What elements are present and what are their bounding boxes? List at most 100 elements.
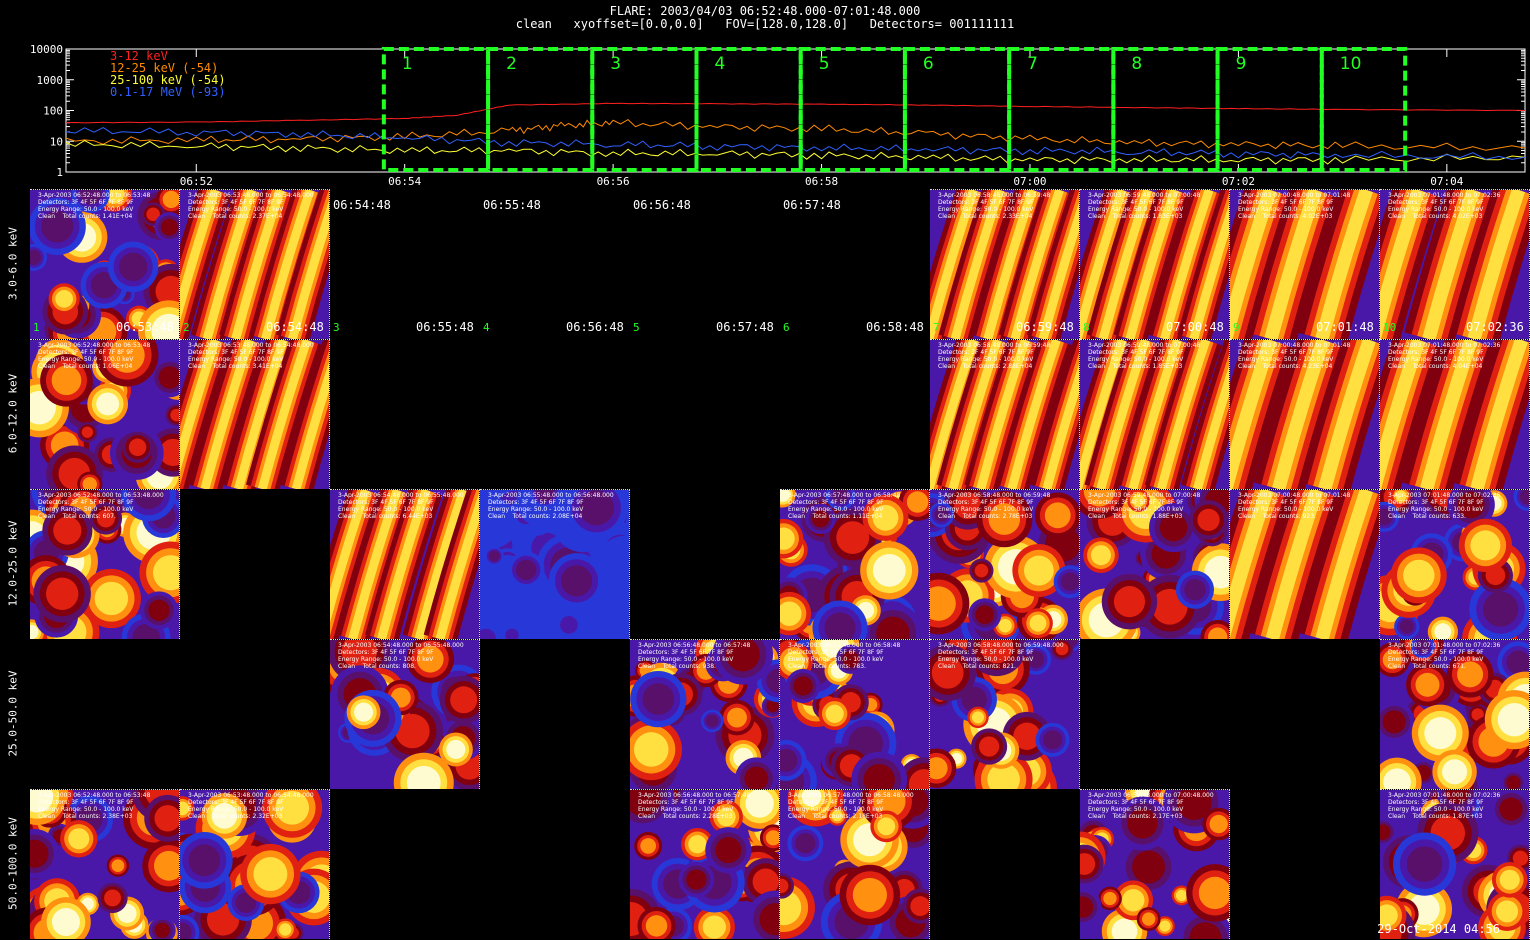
- interval-box: [1007, 47, 1116, 172]
- image-header-det: Detectors: 3F 4F 5F 6F 7F 8F 9F: [188, 799, 284, 806]
- image-header-det: Detectors: 3F 4F 5F 6F 7F 8F 9F: [188, 349, 284, 356]
- heatmap-image: [1380, 340, 1529, 489]
- heat-blob: [1519, 490, 1529, 505]
- heat-band: [1315, 490, 1373, 639]
- x-tick-label: 07:02: [1222, 175, 1255, 188]
- image-tile: 3-Apr-2003 06:55:48.000 to 06:56:48.000 D…: [480, 489, 630, 639]
- interval-box: [381, 47, 491, 172]
- heatmap-image: [930, 190, 1079, 339]
- series-line-0: [65, 102, 1526, 124]
- flare-parameters: clean xyoffset=[0.0,0.0] FOV=[128.0,128.…: [515, 17, 1015, 31]
- column-number: 5: [633, 321, 640, 334]
- interval-label: 3: [610, 54, 621, 74]
- image-header-cnt: Clean Total counts: 3.41E+04: [188, 363, 283, 370]
- heat-blob: [536, 490, 555, 502]
- heat-band: [261, 190, 315, 339]
- heat-band: [231, 190, 285, 339]
- heat-blob: [1499, 797, 1523, 821]
- image-tile: 3-Apr-2003 07:01:48.000 to 07:02:36 Detec…: [1380, 189, 1530, 339]
- heat-blob: [279, 923, 292, 936]
- heat-blob: [158, 366, 179, 389]
- heat-blob: [633, 732, 669, 767]
- heat-blob: [702, 915, 726, 939]
- heat-blob: [446, 739, 466, 760]
- image-header-time: 3-Apr-2003 06:57:48.000 to 06:58:48: [788, 492, 901, 499]
- plot-frame: [65, 48, 1526, 173]
- heat-blob: [832, 490, 849, 504]
- heat-blob: [253, 857, 288, 892]
- image-header-en: Energy Range: 50.0 - 100.0 keV: [1388, 206, 1484, 213]
- heat-blob: [744, 766, 769, 789]
- image-header-cnt: Clean Total counts: 2.38E+03: [38, 813, 133, 820]
- heat-blob: [1132, 494, 1145, 507]
- interval-box: [902, 47, 1012, 172]
- heat-blob: [1111, 918, 1138, 939]
- y-tick-label: 1000: [37, 74, 64, 87]
- heat-blob: [1198, 876, 1229, 910]
- heat-blob: [30, 624, 39, 639]
- heat-blob: [1060, 572, 1079, 591]
- series-line-1: [65, 118, 1526, 151]
- heat-blob: [1208, 627, 1228, 639]
- heat-blob: [341, 640, 377, 670]
- image-header-det: Detectors: 3F 4F 5F 6F 7F 8F 9F: [38, 199, 134, 206]
- heat-band: [180, 340, 220, 472]
- heat-band: [1038, 202, 1079, 339]
- image-header-en: Energy Range: 50.0 - 100.0 keV: [188, 356, 284, 363]
- heat-blob: [154, 805, 179, 832]
- image-header-en: Energy Range: 50.0 - 100.0 keV: [638, 806, 734, 813]
- heat-band: [1230, 340, 1277, 489]
- heat-blob: [515, 559, 537, 581]
- image-header-en: Energy Range: 50.0 - 100.0 keV: [338, 656, 434, 663]
- heatmap-image: [30, 340, 179, 489]
- heat-blob: [1013, 722, 1041, 750]
- heat-blob: [1029, 614, 1047, 632]
- heat-blob: [795, 833, 816, 854]
- heat-blob: [1023, 555, 1054, 586]
- image-tile: 3-Apr-2003 07:01:48.000 to 07:02:36 Detec…: [1380, 489, 1530, 639]
- image-header-en: Energy Range: 50.0 - 100.0 keV: [1088, 506, 1184, 513]
- image-header-en: Energy Range: 50.0 - 100.0 keV: [1238, 356, 1334, 363]
- interval-label: 9: [1236, 54, 1247, 74]
- heat-band: [1156, 340, 1211, 489]
- image-header-time: 3-Apr-2003 06:58:48.000 to 06:59:48.000: [938, 642, 1064, 649]
- heat-blob: [1132, 850, 1166, 884]
- heat-blob: [725, 640, 760, 672]
- image-header-time: 3-Apr-2003 07:01:48.000 to 07:02:36: [1388, 642, 1501, 649]
- image-header-cnt: Clean Total counts: 808.: [338, 663, 416, 670]
- heat-blob: [180, 801, 190, 816]
- heatmap-image: [630, 790, 779, 939]
- heat-blob: [111, 859, 125, 873]
- heat-blob: [727, 707, 747, 728]
- heat-blob: [987, 763, 1020, 789]
- lightcurve-plot: 1 10 100 1000 10000 06:52 06:54 06:56 06:58 07:00…: [30, 43, 1526, 188]
- heatmap-image: [330, 490, 479, 639]
- heatmap-image: [1380, 490, 1529, 639]
- image-header-cnt: Clean Total counts: 1.83E+03: [1088, 213, 1183, 220]
- image-header-det: Detectors: 3F 4F 5F 6F 7F 8F 9F: [788, 649, 884, 656]
- column-number: 2: [183, 321, 190, 334]
- y-tick-label: 1: [56, 166, 63, 179]
- heat-blob: [863, 763, 895, 789]
- image-tile: 3-Apr-2003 06:59:48.000 to 07:00:48 Detec…: [1080, 489, 1230, 639]
- image-header-en: Energy Range: 50.0 - 100.0 keV: [488, 506, 584, 513]
- heat-blob: [1499, 869, 1520, 890]
- heat-blob: [154, 922, 170, 938]
- image-header-en: Energy Range: 50.0 - 100.0 keV: [1388, 656, 1484, 663]
- heat-blob: [961, 686, 988, 713]
- heat-blob: [811, 510, 830, 528]
- heat-band: [1264, 190, 1322, 339]
- image-header-en: Energy Range: 50.0 - 100.0 keV: [1088, 356, 1184, 363]
- column-number: 6: [783, 321, 790, 334]
- interval-label: 7: [1027, 54, 1038, 74]
- image-header-det: Detectors: 3F 4F 5F 6F 7F 8F 9F: [1238, 349, 1334, 356]
- heatmap-image: [180, 790, 329, 939]
- heat-blob: [170, 408, 179, 422]
- heat-blob: [783, 651, 805, 673]
- heat-blob: [1122, 889, 1145, 912]
- image-header-cnt: Clean Total counts: 1.85E+03: [1088, 363, 1183, 370]
- image-header-det: Detectors: 3F 4F 5F 6F 7F 8F 9F: [1088, 799, 1184, 806]
- heat-blob: [1496, 900, 1519, 923]
- heat-blob: [793, 676, 813, 696]
- heat-band: [1080, 340, 1127, 489]
